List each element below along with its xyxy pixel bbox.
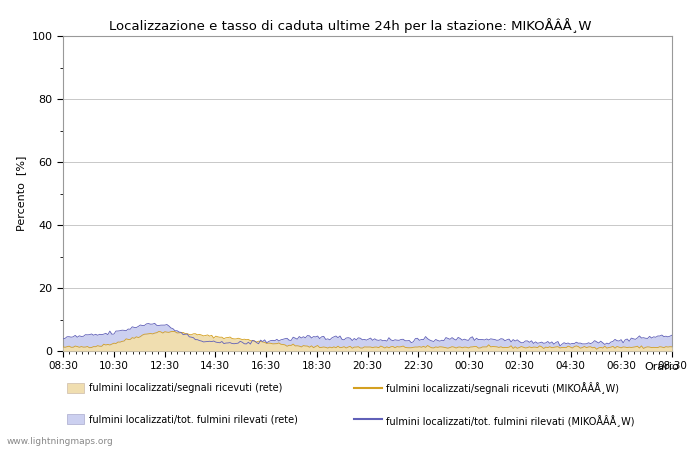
Text: Localizzazione e tasso di caduta ultime 24h per la stazione: MIKOÅÂÅ¸W: Localizzazione e tasso di caduta ultime … — [108, 18, 592, 33]
Y-axis label: Percento  [%]: Percento [%] — [16, 156, 26, 231]
Text: fulmini localizzati/tot. fulmini rilevati (MIKOÅÂÅ¸W): fulmini localizzati/tot. fulmini rilevat… — [386, 414, 635, 426]
Text: www.lightningmaps.org: www.lightningmaps.org — [7, 436, 113, 446]
Text: Orario: Orario — [644, 362, 679, 372]
Text: fulmini localizzati/segnali ricevuti (MIKOÅÂÅ¸W): fulmini localizzati/segnali ricevuti (MI… — [386, 382, 620, 394]
Text: fulmini localizzati/segnali ricevuti (rete): fulmini localizzati/segnali ricevuti (re… — [89, 383, 282, 393]
Text: fulmini localizzati/tot. fulmini rilevati (rete): fulmini localizzati/tot. fulmini rilevat… — [89, 415, 298, 425]
